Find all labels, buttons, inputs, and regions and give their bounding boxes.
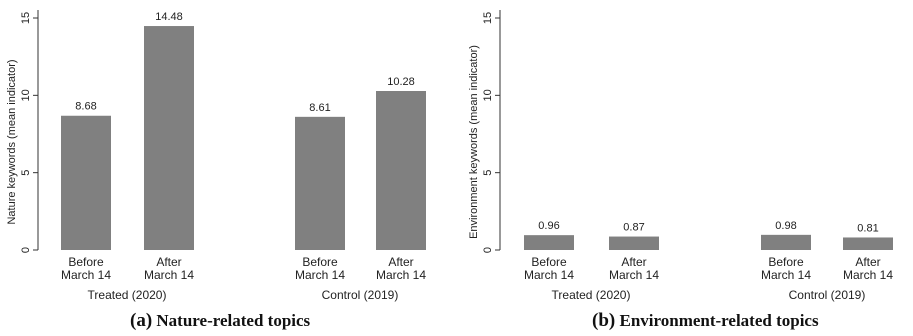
panel-b-bar-value-label: 0.98: [775, 220, 796, 232]
panel-b-y-tick-label: 0: [482, 247, 494, 253]
caption-b-text: Environment-related topics: [619, 311, 819, 330]
caption-a-letter: (a): [130, 310, 153, 331]
panel-b-y-axis-label: Environment keywords (mean indicator): [468, 45, 480, 239]
panel-b-bar: [761, 234, 811, 250]
panel-a-bar-value-label: 8.68: [75, 101, 96, 113]
panel-a-group-label: Treated (2020): [88, 288, 167, 302]
panel-a-y-tick-label: 0: [20, 247, 32, 253]
caption-a: (a) Nature-related topics: [130, 310, 310, 332]
panel-a-bar: [144, 26, 194, 251]
panel-a-group-label: Control (2019): [322, 288, 399, 302]
panel-b-bar: [524, 235, 574, 250]
panel-a-category-label: After: [388, 255, 413, 269]
panel-b-bar: [609, 236, 659, 250]
panel-a-category-label: March 14: [61, 268, 111, 282]
panel-b-bar-value-label: 0.81: [857, 222, 878, 234]
panel-b-bar: [843, 237, 893, 250]
panel-a-bar: [376, 91, 426, 250]
panel-a-bar-value-label: 10.28: [387, 76, 415, 88]
caption-b-letter: (b): [592, 310, 616, 331]
panel-b-bar-value-label: 0.87: [623, 222, 644, 234]
panel-a-bar: [295, 116, 345, 250]
panel-a-y-tick-label: 10: [20, 89, 32, 101]
panel-b-category-label: March 14: [524, 268, 574, 282]
panel-b-category-label: Before: [768, 255, 804, 269]
panel-b-category-label: After: [855, 255, 880, 269]
panel-b-bar-value-label: 0.96: [538, 220, 559, 232]
panel-a-category-label: March 14: [144, 268, 194, 282]
panel-a-category-label: Before: [302, 255, 338, 269]
panel-b-category-label: After: [621, 255, 646, 269]
caption-b: (b) Environment-related topics: [592, 310, 819, 332]
panel-a-bar: [61, 115, 111, 251]
panel-b-category-label: March 14: [609, 268, 659, 282]
caption-a-text: Nature-related topics: [156, 311, 311, 330]
panel-a-y-axis-label: Nature keywords (mean indicator): [6, 59, 18, 224]
panel-a-category-label: March 14: [376, 268, 426, 282]
panel-b-group-label: Treated (2020): [552, 288, 631, 302]
panel-b-y-tick-label: 5: [482, 170, 494, 176]
panel-a-y-tick-label: 15: [20, 12, 32, 24]
panel-a-bar-value-label: 14.48: [155, 11, 183, 23]
panel-a-bar-value-label: 8.61: [309, 102, 330, 114]
panel-b-category-label: March 14: [843, 268, 893, 282]
panel-a-category-label: March 14: [295, 268, 345, 282]
panel-a-category-label: Before: [68, 255, 104, 269]
panel-a-category-label: After: [156, 255, 181, 269]
panel-b-category-label: March 14: [761, 268, 811, 282]
panel-b-y-tick-label: 10: [482, 89, 494, 101]
panel-b-group-label: Control (2019): [789, 288, 866, 302]
panel-b-category-label: Before: [531, 255, 567, 269]
panel-b-y-tick-label: 15: [482, 12, 494, 24]
panel-a-y-tick-label: 5: [20, 170, 32, 176]
